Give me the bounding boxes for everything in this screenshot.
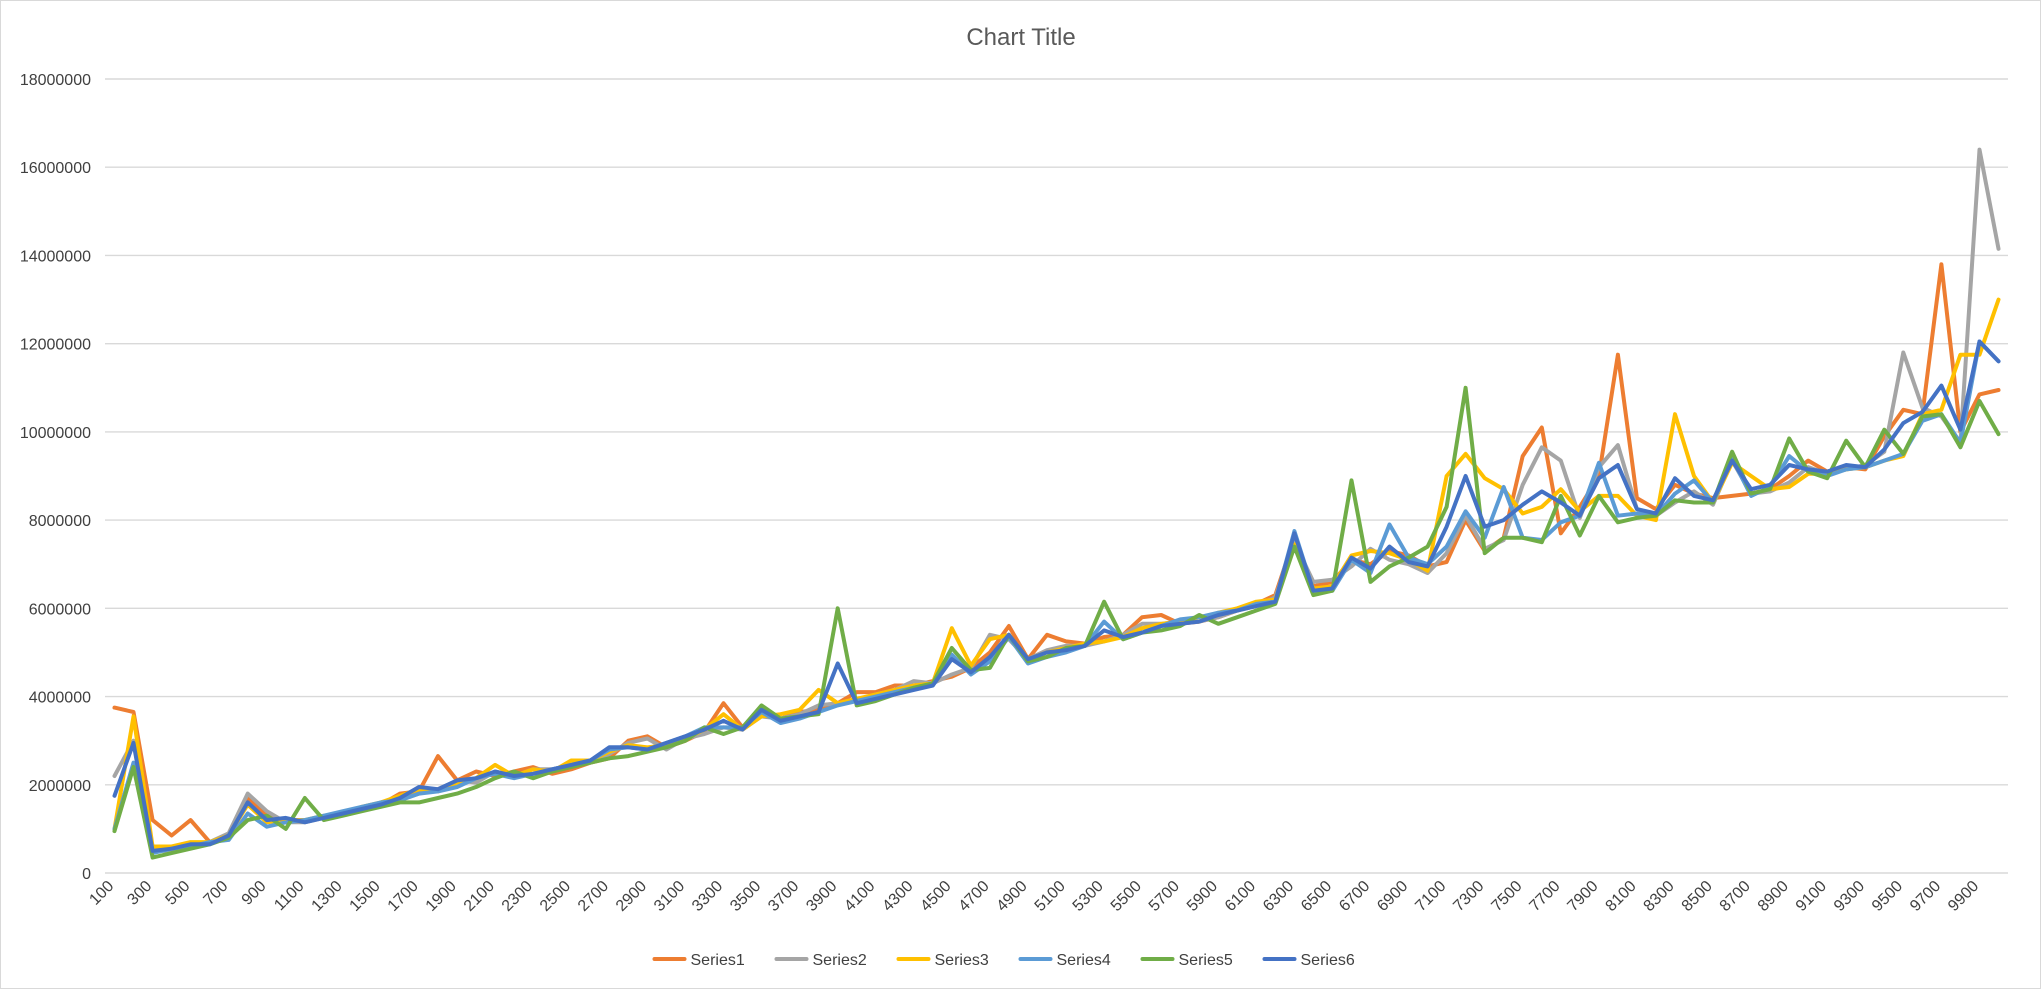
x-tick-label: 1700 [385, 878, 422, 915]
y-axis-ticks: 0 2000000 4000000 6000000 8000000 10000000 120… [20, 72, 91, 883]
x-tick-label: 7100 [1412, 878, 1449, 915]
legend-label: Series6 [1301, 952, 1355, 969]
y-tick-label: 6000000 [29, 601, 91, 618]
x-tick-label: 4100 [841, 878, 878, 915]
y-tick-label: 16000000 [20, 160, 91, 177]
x-tick-label: 4900 [994, 878, 1031, 915]
x-tick-label: 8700 [1717, 878, 1754, 915]
x-tick-label: 9100 [1793, 878, 1830, 915]
series-line-1 [112, 262, 2001, 845]
x-axis-ticks: 100 300 500 700 900 1100 1300 1500 1700 1900 2100 2… [86, 878, 1982, 915]
x-tick-label: 700 [201, 878, 232, 909]
x-tick-label: 1500 [347, 878, 384, 915]
x-tick-label: 5500 [1108, 878, 1145, 915]
x-tick-label: 9500 [1869, 878, 1906, 915]
x-tick-label: 1300 [309, 878, 346, 915]
y-tick-label: 14000000 [20, 248, 91, 265]
x-tick-label: 4500 [917, 878, 954, 915]
legend: Series1 Series2 Series3 Series4 Series5 Serie… [652, 952, 1355, 969]
x-tick-label: 6700 [1336, 878, 1373, 915]
x-tick-label: 7900 [1564, 878, 1601, 915]
x-tick-label: 9900 [1945, 878, 1982, 915]
x-tick-label: 5100 [1032, 878, 1069, 915]
y-tick-label: 2000000 [29, 778, 91, 795]
x-tick-label: 7700 [1526, 878, 1563, 915]
legend-label: Series5 [1179, 952, 1233, 969]
x-tick-label: 1100 [271, 878, 307, 914]
x-tick-label: 5700 [1146, 878, 1183, 915]
x-tick-label: 8900 [1755, 878, 1792, 915]
legend-item: Series4 [1018, 952, 1111, 969]
legend-item: Series3 [896, 952, 989, 969]
x-tick-label: 3700 [765, 878, 802, 915]
y-tick-label: 10000000 [20, 425, 91, 442]
legend-label: Series1 [691, 952, 745, 969]
y-tick-label: 12000000 [20, 337, 91, 354]
series-line-3 [112, 297, 2001, 849]
x-tick-label: 6900 [1374, 878, 1411, 915]
x-tick-label: 3100 [651, 878, 688, 915]
series-line-6 [112, 339, 2001, 853]
x-tick-label: 3900 [803, 878, 840, 915]
x-tick-label: 900 [239, 878, 270, 909]
legend-label: Series3 [935, 952, 989, 969]
chart-title: Chart Title [966, 24, 1075, 51]
series-line-4 [112, 339, 2001, 856]
x-tick-label: 9300 [1831, 878, 1868, 915]
x-tick-label: 6300 [1260, 878, 1297, 915]
x-tick-label: 9700 [1907, 878, 1944, 915]
y-tick-label: 0 [82, 866, 91, 883]
series-line-5 [112, 385, 2001, 860]
x-tick-label: 2700 [575, 878, 612, 915]
y-tick-label: 18000000 [20, 72, 91, 89]
x-tick-label: 500 [163, 878, 194, 909]
x-tick-label: 4300 [879, 878, 916, 915]
x-tick-label: 5900 [1184, 878, 1221, 915]
x-tick-label: 8300 [1641, 878, 1678, 915]
legend-item: Series5 [1140, 952, 1233, 969]
y-tick-label: 8000000 [29, 513, 91, 530]
legend-label: Series2 [813, 952, 867, 969]
legend-item: Series1 [652, 952, 745, 969]
y-tick-label: 4000000 [29, 690, 91, 707]
x-tick-label: 3300 [689, 878, 726, 915]
x-tick-label: 8100 [1603, 878, 1640, 915]
x-tick-label: 2900 [613, 878, 650, 915]
x-tick-label: 3500 [727, 878, 764, 915]
x-tick-label: 1900 [423, 878, 460, 915]
x-tick-label: 2100 [461, 878, 498, 915]
x-tick-label: 6100 [1222, 878, 1259, 915]
x-tick-label: 300 [125, 878, 156, 909]
series-lines [112, 147, 2001, 860]
x-tick-label: 6500 [1298, 878, 1335, 915]
legend-item: Series2 [774, 952, 867, 969]
x-tick-label: 5300 [1070, 878, 1107, 915]
x-tick-label: 2300 [499, 878, 536, 915]
legend-item: Series6 [1262, 952, 1355, 969]
x-tick-label: 7500 [1488, 878, 1525, 915]
x-tick-label: 4700 [956, 878, 993, 915]
x-tick-label: 100 [86, 878, 117, 909]
legend-label: Series4 [1057, 952, 1111, 969]
x-tick-label: 8500 [1679, 878, 1716, 915]
x-tick-label: 7300 [1450, 878, 1487, 915]
x-tick-label: 2500 [537, 878, 574, 915]
